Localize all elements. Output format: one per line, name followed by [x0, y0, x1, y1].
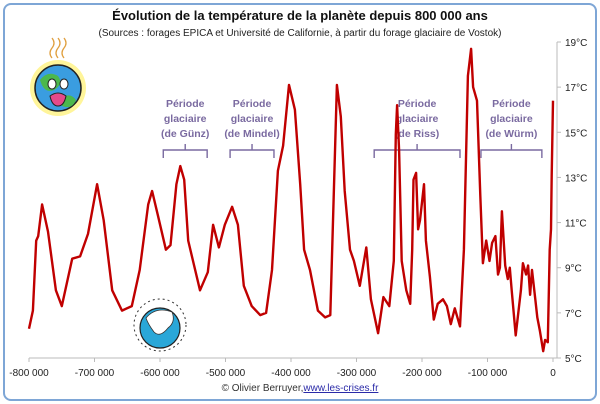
- y-tick-label: 11°C: [565, 219, 587, 230]
- y-tick-label: 7°C: [565, 309, 582, 320]
- hot-earth-icon: [30, 37, 86, 116]
- annotation-label: (de Riss): [395, 128, 439, 140]
- annotation-label: Période: [398, 98, 437, 110]
- annotation-label: (de Günz): [161, 128, 209, 140]
- annotation-label: glaciaire: [231, 113, 274, 125]
- chart-title: Évolution de la température de la planèt…: [112, 8, 488, 23]
- bracket: [229, 144, 275, 158]
- glacial-period-annotation: Période glaciaire (de Günz): [161, 98, 209, 158]
- y-tick-label: 19°C: [565, 38, 587, 49]
- chart-subtitle: (Sources : forages EPICA et Université d…: [99, 28, 502, 39]
- y-tick-label: 5°C: [565, 354, 582, 365]
- x-tick-label: -300 000: [337, 368, 377, 379]
- x-tick-label: -700 000: [75, 368, 115, 379]
- annotation-label: Période: [492, 98, 531, 110]
- annotation-label: Période: [233, 98, 272, 110]
- annotation-label: (de Mindel): [224, 128, 279, 140]
- bracket: [162, 144, 208, 158]
- annotation-label: glaciaire: [490, 113, 533, 125]
- x-tick-label: 0: [550, 368, 556, 379]
- glacial-period-annotations: Période glaciaire (de Günz) Période glaciair…: [161, 98, 543, 158]
- x-tick-label: -400 000: [271, 368, 311, 379]
- glacial-period-annotation: Période glaciaire (de Riss): [373, 98, 461, 158]
- frozen-earth-icon: [133, 298, 187, 352]
- chart-frame: [3, 3, 597, 401]
- y-tick-label: 15°C: [565, 128, 587, 139]
- x-tick-label: -800 000: [9, 368, 49, 379]
- y-tick-label: 13°C: [565, 173, 587, 184]
- bracket: [480, 144, 543, 158]
- y-tick-label: 17°C: [565, 83, 587, 94]
- annotation-label: glaciaire: [396, 113, 439, 125]
- footer-link[interactable]: www.les-crises.fr: [302, 383, 379, 394]
- x-tick-label: -100 000: [468, 368, 508, 379]
- y-axis: 5°C 7°C 9°C 11°C 13°C 15°C 17°C 19°C: [556, 38, 587, 365]
- x-tick-label: -200 000: [402, 368, 442, 379]
- x-tick-label: -500 000: [206, 368, 246, 379]
- annotation-label: glaciaire: [164, 113, 207, 125]
- y-tick-label: 9°C: [565, 264, 582, 275]
- x-tick-label: -600 000: [140, 368, 180, 379]
- glacial-period-annotation: Période glaciaire (de Würm): [480, 98, 543, 158]
- annotation-label: Période: [166, 98, 205, 110]
- footer-credit: © Olivier Berruyer,: [222, 383, 304, 394]
- annotation-label: (de Würm): [485, 128, 537, 140]
- bracket: [373, 144, 461, 158]
- temperature-series-line: [27, 47, 555, 353]
- x-axis: -800 000 -700 000 -600 000 -500 000 -400 000…: [9, 357, 557, 379]
- glacial-period-annotation: Période glaciaire (de Mindel): [224, 98, 280, 158]
